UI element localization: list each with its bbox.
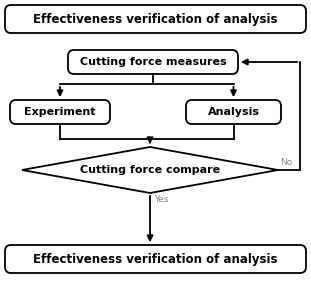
FancyBboxPatch shape [10, 100, 110, 124]
Text: Effectiveness verification of analysis: Effectiveness verification of analysis [33, 253, 278, 266]
FancyBboxPatch shape [68, 50, 238, 74]
Text: Analysis: Analysis [207, 107, 259, 117]
FancyBboxPatch shape [5, 5, 306, 33]
FancyBboxPatch shape [186, 100, 281, 124]
FancyBboxPatch shape [5, 245, 306, 273]
Text: Yes: Yes [154, 195, 168, 204]
Text: Effectiveness verification of analysis: Effectiveness verification of analysis [33, 12, 278, 26]
Text: Cutting force measures: Cutting force measures [80, 57, 226, 67]
Polygon shape [22, 147, 278, 193]
Text: No: No [280, 158, 292, 167]
Text: Experiment: Experiment [24, 107, 96, 117]
Text: Cutting force compare: Cutting force compare [80, 165, 220, 175]
